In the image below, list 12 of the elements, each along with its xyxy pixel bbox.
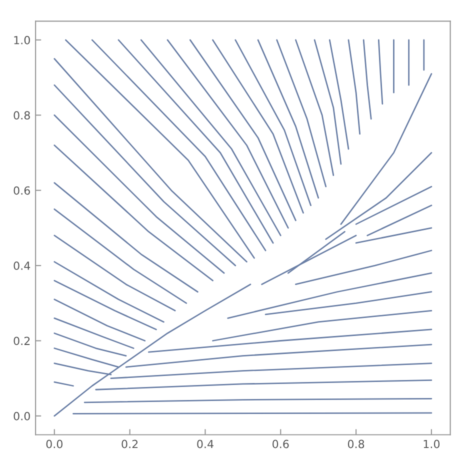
y-tick-label: 0.2 — [14, 336, 30, 346]
y-tick-label: 0.0 — [14, 412, 30, 420]
x-tick-label: 0.6 — [272, 440, 289, 448]
y-tick-label: 1.0 — [14, 36, 30, 44]
y-tick-label: 0.4 — [14, 262, 30, 270]
x-tick-label: 0.4 — [197, 440, 214, 448]
x-tick-label: 0.0 — [46, 440, 62, 448]
y-tick-label: 0.6 — [14, 186, 30, 195]
x-tick-label: 0.2 — [122, 440, 138, 448]
y-tick-label: 0.8 — [14, 111, 30, 120]
x-tick-label: 0.8 — [348, 440, 364, 448]
x-tick-label: 1.0 — [424, 440, 440, 448]
